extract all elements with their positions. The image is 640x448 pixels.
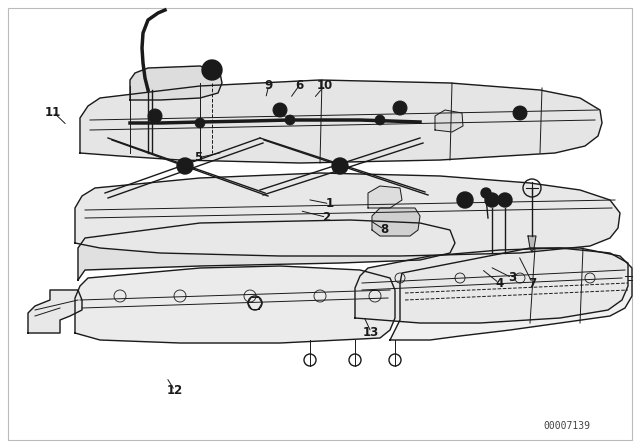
- Circle shape: [517, 110, 523, 116]
- Polygon shape: [368, 186, 402, 208]
- Circle shape: [195, 118, 205, 128]
- Text: 7: 7: [529, 276, 536, 290]
- Circle shape: [277, 107, 283, 113]
- Circle shape: [498, 193, 512, 207]
- Polygon shape: [28, 290, 82, 333]
- Polygon shape: [130, 66, 222, 100]
- Circle shape: [336, 162, 344, 170]
- Text: 9: 9: [265, 78, 273, 92]
- Text: 2: 2: [323, 211, 330, 224]
- Circle shape: [397, 105, 403, 111]
- Polygon shape: [75, 266, 395, 343]
- Circle shape: [485, 193, 499, 207]
- Circle shape: [207, 65, 217, 75]
- Circle shape: [152, 113, 158, 119]
- Polygon shape: [390, 248, 632, 340]
- Polygon shape: [80, 80, 602, 163]
- Text: 11: 11: [45, 105, 61, 119]
- Circle shape: [273, 103, 287, 117]
- Text: 4: 4: [495, 276, 503, 290]
- Circle shape: [332, 158, 348, 174]
- Circle shape: [375, 115, 385, 125]
- Polygon shape: [528, 236, 536, 252]
- Polygon shape: [435, 110, 463, 132]
- Text: 12: 12: [166, 384, 183, 397]
- Text: 00007139: 00007139: [543, 421, 590, 431]
- Circle shape: [393, 101, 407, 115]
- Text: 6: 6: [296, 78, 303, 92]
- Circle shape: [181, 162, 189, 170]
- Circle shape: [481, 188, 491, 198]
- Polygon shape: [355, 248, 628, 323]
- Text: 1: 1: [326, 197, 333, 211]
- Text: 10: 10: [317, 78, 333, 92]
- Circle shape: [457, 192, 473, 208]
- Polygon shape: [372, 208, 420, 236]
- Text: 8: 8: [380, 223, 388, 236]
- Circle shape: [177, 158, 193, 174]
- Text: 3: 3: [508, 271, 516, 284]
- Text: 5: 5: [195, 151, 202, 164]
- Polygon shape: [75, 173, 620, 256]
- Polygon shape: [78, 220, 455, 280]
- Circle shape: [513, 106, 527, 120]
- Circle shape: [285, 115, 295, 125]
- Text: 13: 13: [363, 326, 380, 339]
- Circle shape: [462, 197, 468, 203]
- Circle shape: [202, 60, 222, 80]
- Circle shape: [148, 109, 162, 123]
